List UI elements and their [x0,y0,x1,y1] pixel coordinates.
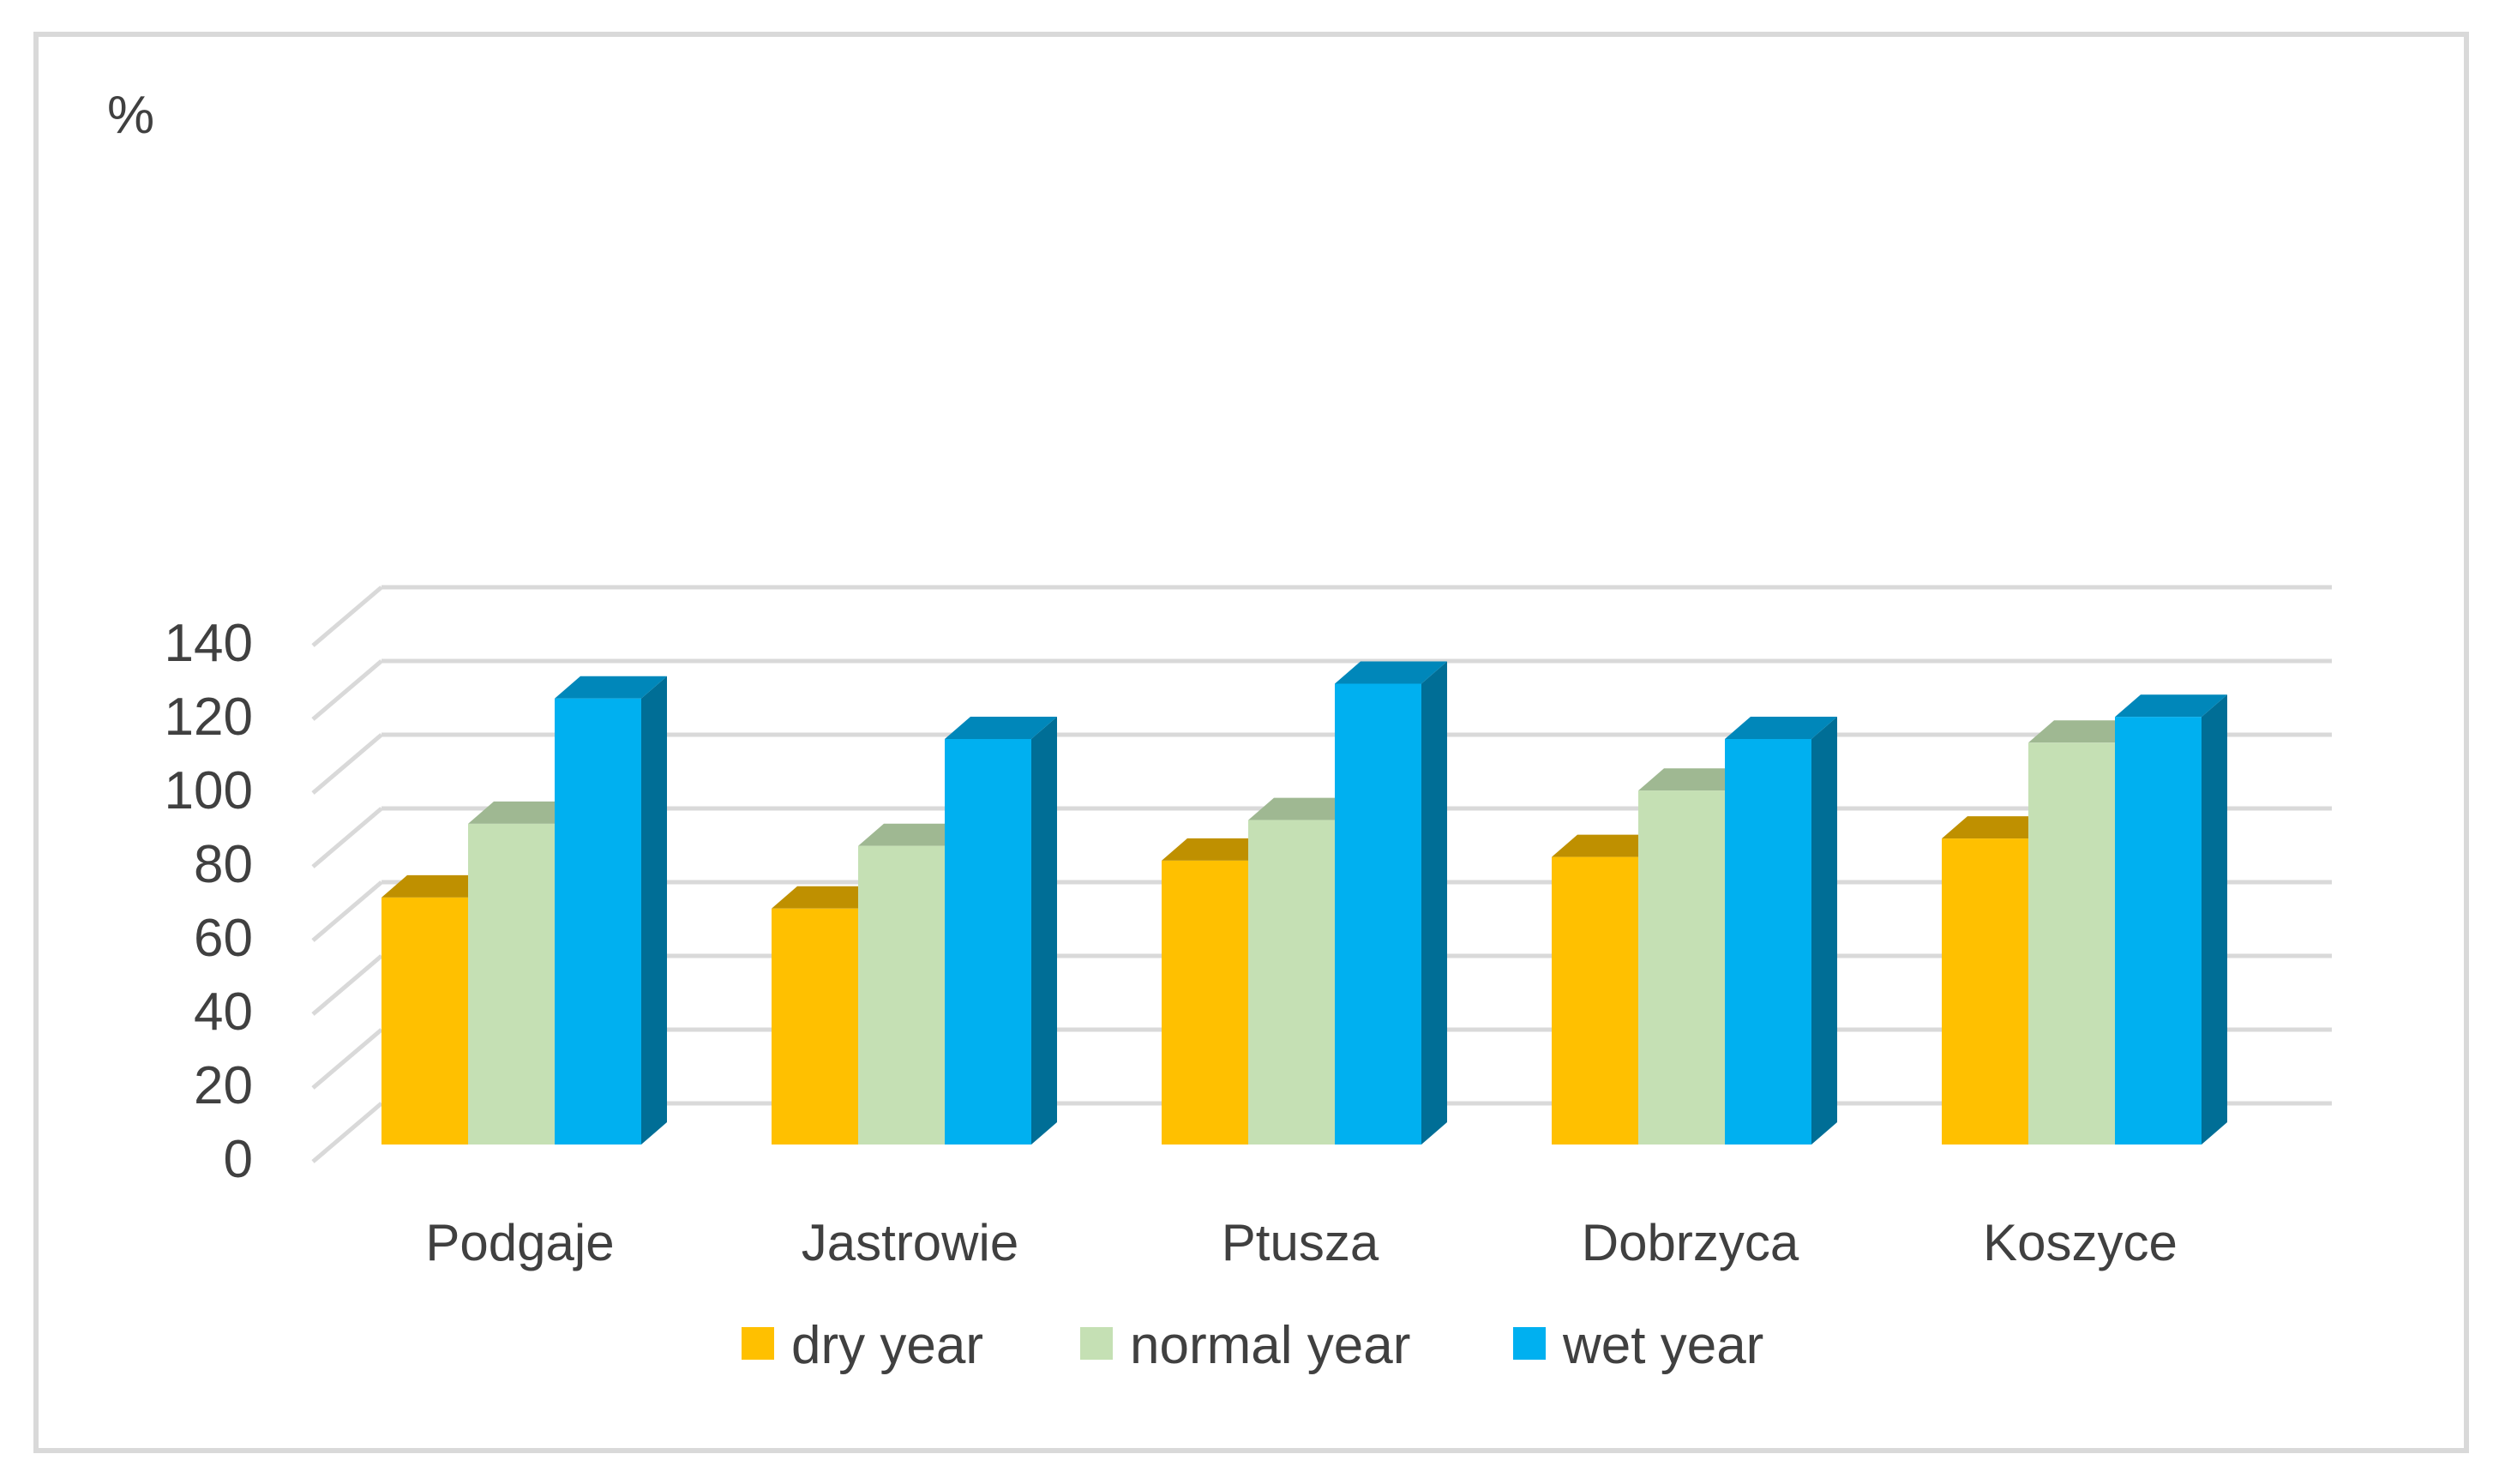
bar-side [1031,717,1057,1145]
category-label: Jastrowie [802,1214,1018,1271]
bar-side [1811,717,1837,1145]
y-tick-label: 60 [194,909,253,968]
bars [381,661,2227,1145]
category-label: Koszyce [1983,1214,2178,1271]
gridline-depth [311,954,383,1016]
bar-top [1942,816,2054,839]
y-axis-unit-label: % [107,86,154,145]
legend: dry year normal year wet year [742,1316,1763,1375]
category-label: Dobrzyca [1582,1214,1799,1271]
legend-swatch [1080,1327,1113,1360]
bar-top [772,886,884,909]
category-label: Podgaje [425,1214,614,1271]
bar-top [468,801,580,824]
y-tick-label: 0 [224,1130,253,1189]
y-tick-label: 140 [165,614,253,673]
bar-top [1552,834,1664,857]
y-tick-label: 100 [165,761,253,820]
gridline-depth [311,1028,383,1090]
bar-top [2115,694,2227,718]
bar [468,823,555,1145]
gridline-depth [311,659,383,721]
bar [1942,838,2028,1145]
bar-top [858,823,970,846]
category-label: Ptusza [1222,1214,1379,1271]
gridline-depth [311,586,383,647]
bar [945,739,1031,1145]
legend-label: wet year [1562,1316,1763,1375]
bar [2028,742,2115,1145]
bar [1638,790,1725,1145]
bar [1725,739,1811,1145]
bar-top [1162,838,1274,861]
bar [2115,717,2202,1145]
bar [1162,860,1248,1145]
legend-label: dry year [791,1316,983,1375]
bar [1335,683,1421,1145]
y-tick-label: 120 [165,688,253,747]
gridline-depth [311,1102,383,1163]
category-labels: Podgaje Jastrowie Ptusza Dobrzyca Koszyce [425,1214,2177,1271]
legend-swatch [1513,1327,1546,1360]
y-tick-label: 40 [194,982,253,1042]
bar-top [945,717,1057,739]
legend-label: normal year [1130,1316,1410,1375]
bar-top [381,874,494,898]
legend-swatch [742,1327,774,1360]
bar-top [1335,661,1447,684]
bar [1552,856,1638,1145]
gridline-depth [311,807,383,868]
y-axis-ticks: 0 20 40 60 80 100 120 140 [165,614,253,1189]
gridline-depth [311,733,383,795]
bar-top [1725,717,1837,739]
y-tick-label: 80 [194,835,253,894]
y-tick-label: 20 [194,1056,253,1115]
bar [381,897,468,1145]
bar-top [1638,768,1751,791]
bar-top [555,676,667,699]
bar [555,698,641,1145]
gridline-depth [311,880,383,942]
bar-side [2202,694,2227,1145]
bar [772,908,858,1145]
bar [858,845,945,1145]
bar-top [1248,797,1361,820]
bar-side [1421,661,1447,1145]
bar [1248,820,1335,1145]
bar-side [641,676,667,1145]
bar-top [2028,720,2141,743]
